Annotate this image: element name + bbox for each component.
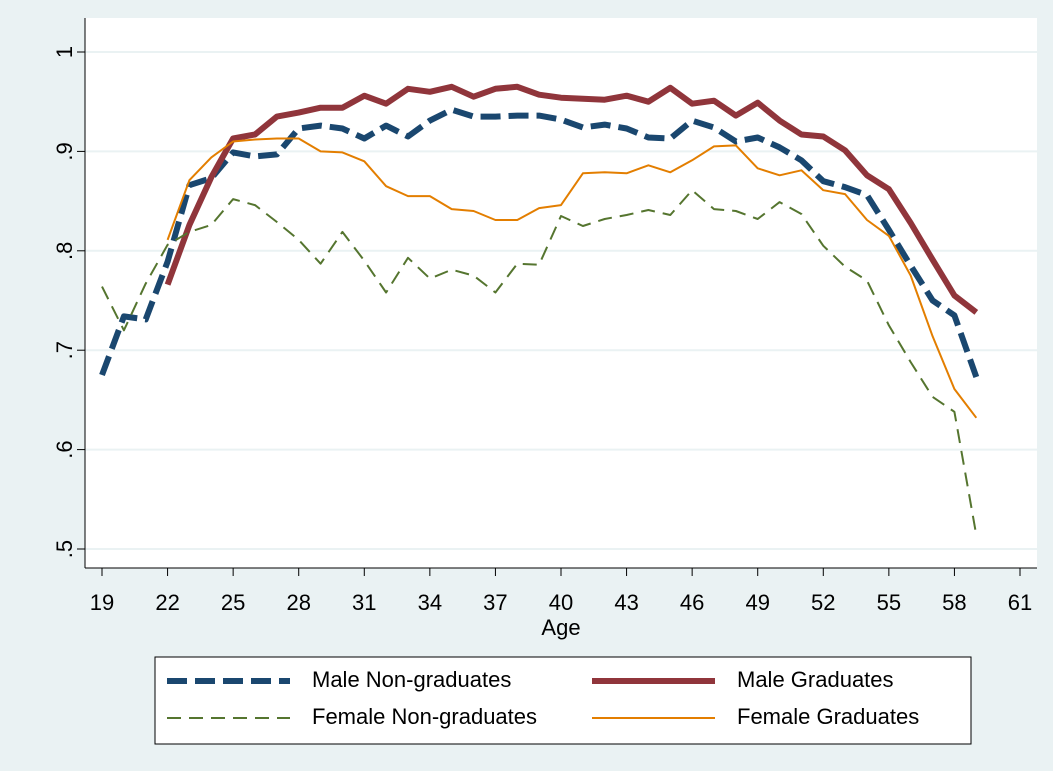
legend (154, 656, 972, 745)
x-tick-label: 61 (1008, 590, 1032, 615)
series-line (99, 106, 980, 379)
x-tick-label: 49 (745, 590, 769, 615)
x-tick-label: 19 (90, 590, 114, 615)
y-tick-label: .9 (52, 142, 77, 160)
x-axis-label: Age (541, 615, 580, 640)
series-line (164, 83, 979, 315)
x-tick-label: 28 (286, 590, 310, 615)
x-tick-label: 55 (877, 590, 901, 615)
y-tick-label: .8 (52, 242, 77, 260)
legend-label: Male Non-graduates (312, 667, 511, 692)
series-line (101, 189, 978, 536)
x-tick-label: 31 (352, 590, 376, 615)
y-tick-label: .7 (52, 341, 77, 359)
plot-area (85, 18, 1037, 568)
x-tick-label: 46 (680, 590, 704, 615)
x-tick-label: 34 (418, 590, 442, 615)
legend-label: Female Non-graduates (312, 704, 537, 729)
legend-label: Male Graduates (737, 667, 894, 692)
x-tick-label: 22 (155, 590, 179, 615)
series-line (166, 137, 978, 419)
x-tick-label: 52 (811, 590, 835, 615)
y-tick-label: .6 (52, 440, 77, 458)
x-tick-label: 43 (614, 590, 638, 615)
x-tick-label: 37 (483, 590, 507, 615)
x-tick-label: 40 (549, 590, 573, 615)
x-tick-label: 58 (942, 590, 966, 615)
y-tick-label: .5 (52, 540, 77, 558)
y-tick-label: 1 (52, 46, 77, 58)
legend-label: Female Graduates (737, 704, 919, 729)
x-tick-label: 25 (221, 590, 245, 615)
